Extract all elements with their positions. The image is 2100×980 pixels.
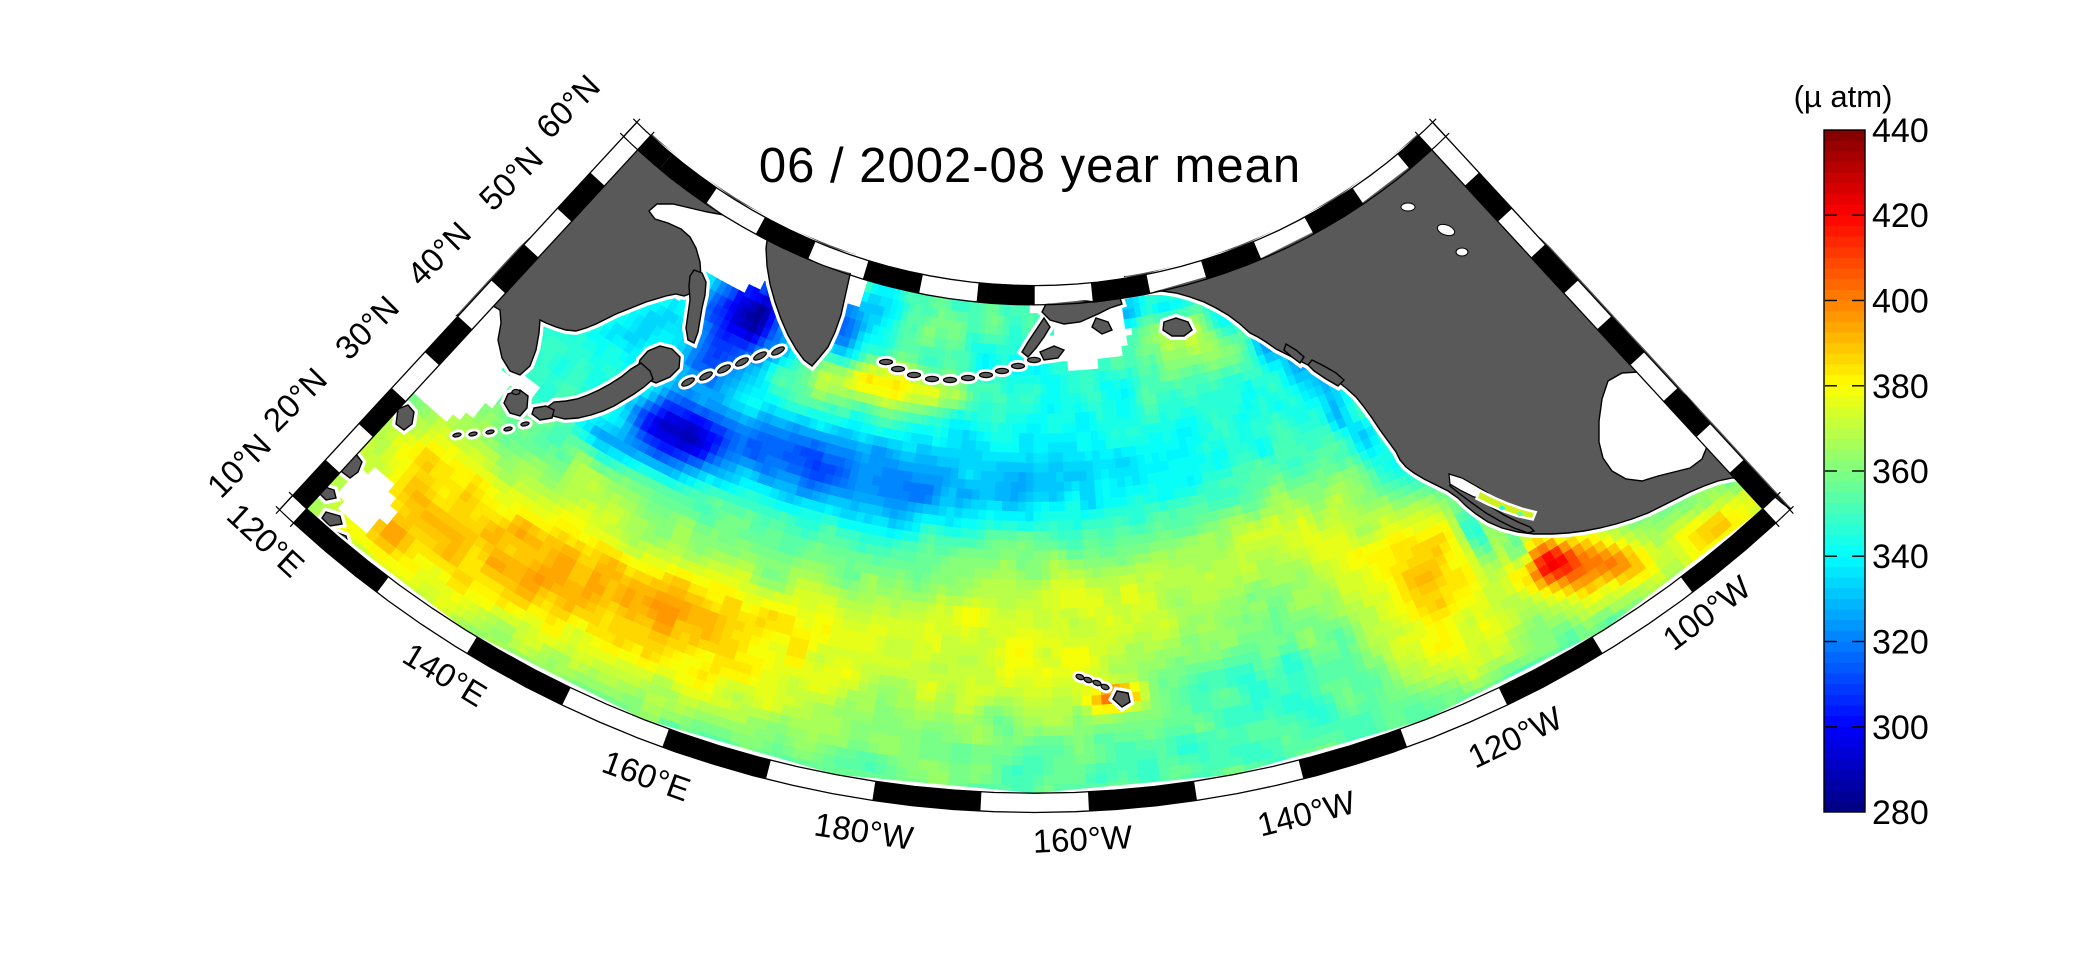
- svg-text:320: 320: [1872, 624, 1929, 662]
- svg-text:280: 280: [1872, 794, 1929, 832]
- svg-text:160°W: 160°W: [1032, 818, 1134, 860]
- svg-text:300: 300: [1872, 709, 1929, 747]
- svg-text:340: 340: [1872, 538, 1929, 576]
- svg-text:360: 360: [1872, 453, 1929, 491]
- svg-text:400: 400: [1872, 283, 1929, 321]
- svg-text:420: 420: [1872, 197, 1929, 235]
- svg-text:440: 440: [1872, 112, 1929, 150]
- svg-text:380: 380: [1872, 368, 1929, 406]
- svg-text:06 / 2002-08 year mean: 06 / 2002-08 year mean: [759, 139, 1301, 193]
- svg-text:(µ atm): (µ atm): [1794, 79, 1893, 114]
